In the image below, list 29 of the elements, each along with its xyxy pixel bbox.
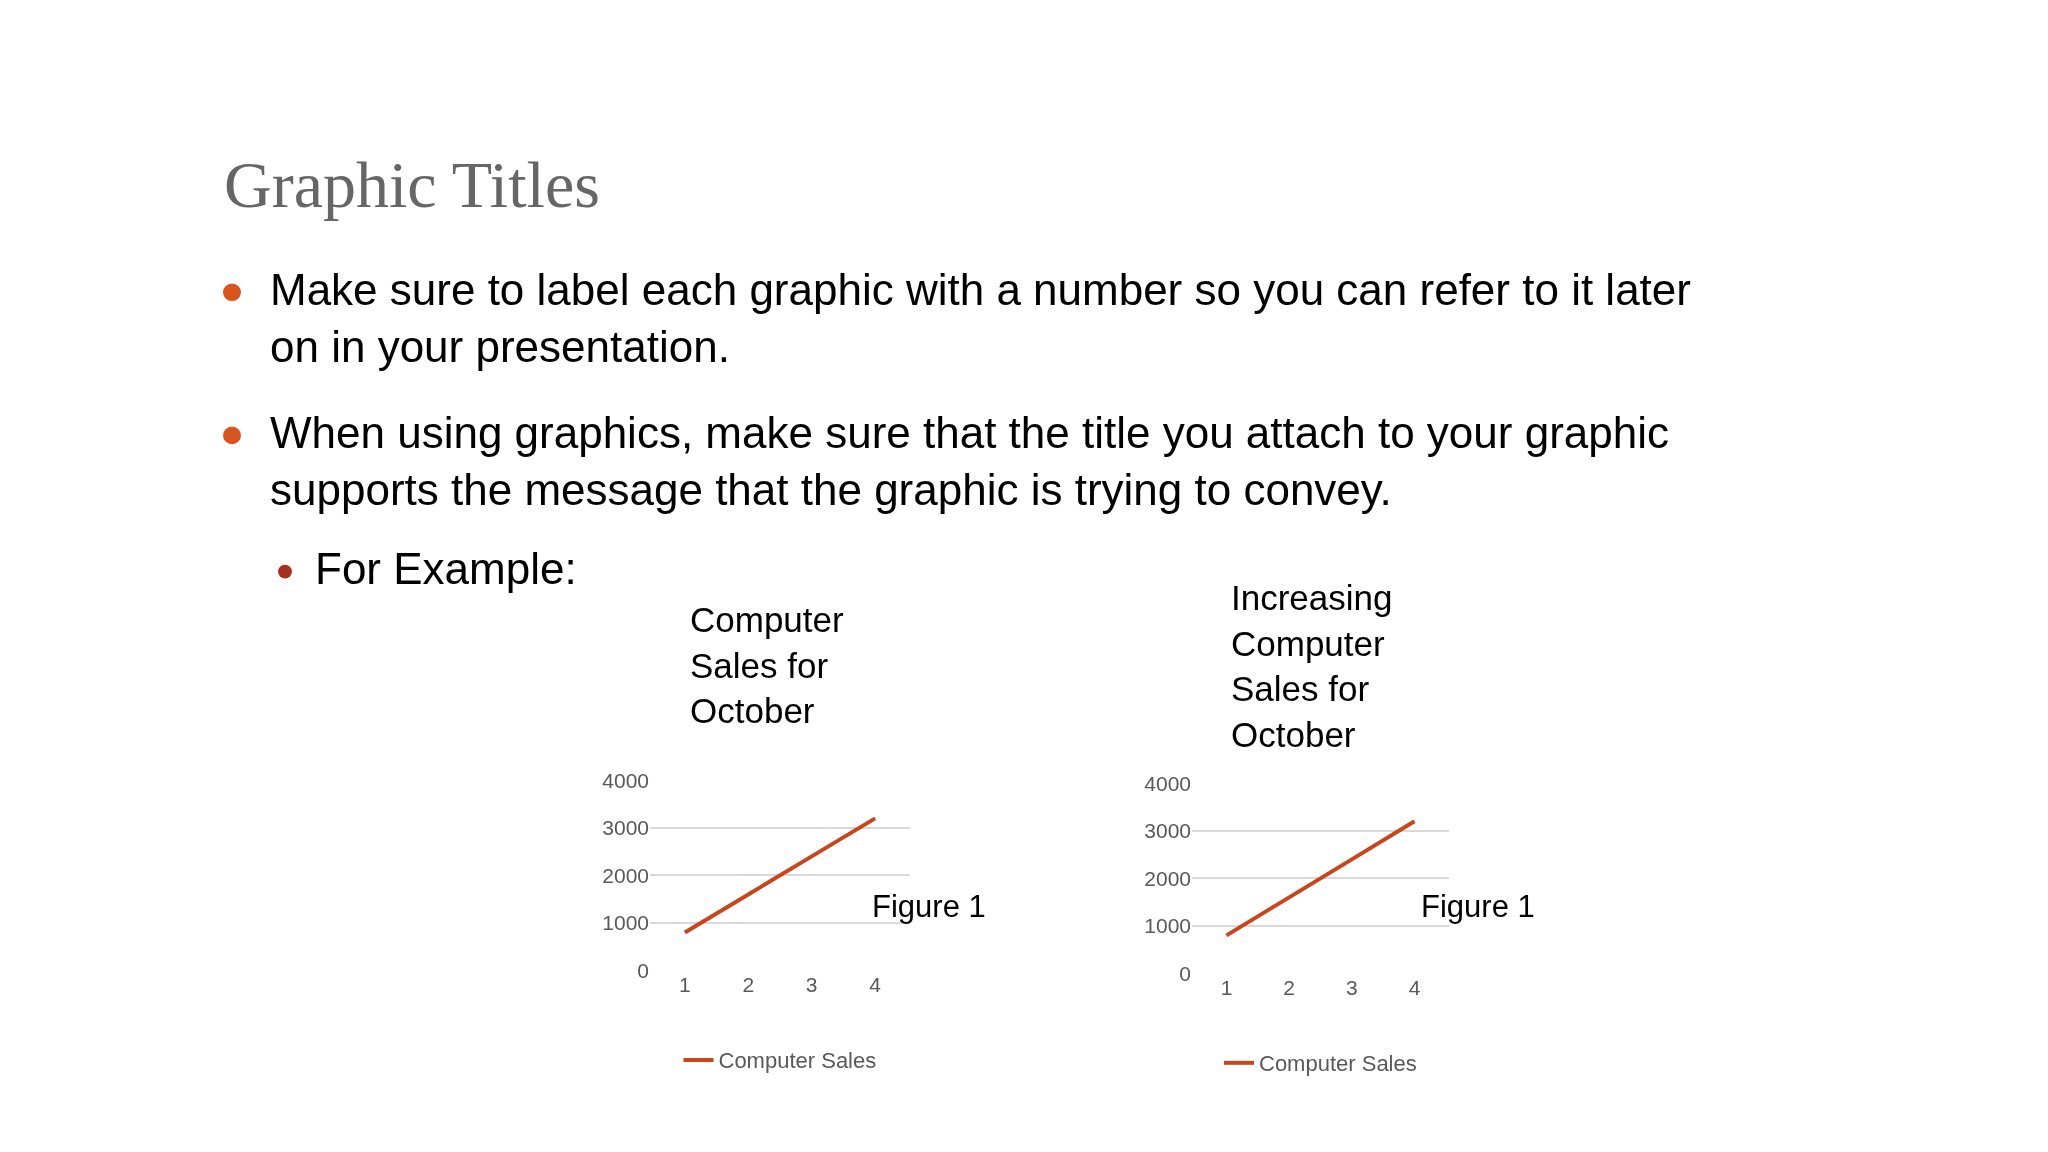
x-tick-label: 2: [742, 973, 755, 997]
y-tick-label: 2000: [1144, 866, 1191, 890]
text: For Example:: [315, 544, 577, 593]
x-tick-label: 2: [1283, 976, 1295, 1000]
x-tick-label: 4: [869, 973, 882, 997]
legend-label: Computer Sales: [1259, 1051, 1417, 1077]
x-tick-label: 3: [1346, 976, 1358, 1000]
y-tick-label: 1000: [602, 911, 649, 935]
y-tick-label: 2000: [602, 863, 649, 887]
chart-title: Computer Sales for October: [690, 600, 845, 730]
y-tick-label: 3000: [1144, 819, 1191, 843]
text: When using graphics, make sure that the title you attach to your graphic supports the message that the graphic is trying to convey.: [270, 408, 1669, 515]
y-tick-label: 1000: [1144, 914, 1191, 938]
y-tick-label: 4000: [1144, 771, 1191, 795]
text: Make sure to label each graphic with a number so you can refer to it later on in your presentation.: [270, 265, 1691, 372]
annotation: Figure 1: [872, 889, 986, 924]
annotation: Figure 1: [1421, 889, 1535, 924]
y-tick-label: 0: [1179, 961, 1191, 985]
y-tick-label: 0: [637, 958, 649, 982]
x-tick-label: 1: [679, 973, 691, 997]
text: Graphic Titles: [224, 148, 600, 221]
y-tick-label: 3000: [602, 816, 649, 840]
x-tick-label: 4: [1408, 976, 1421, 1000]
legend-label: Computer Sales: [718, 1048, 877, 1074]
x-tick-label: 3: [805, 973, 818, 997]
line-series: [1224, 819, 1417, 938]
y-tick-label: 4000: [602, 768, 649, 792]
x-tick-label: 1: [1220, 976, 1233, 1000]
chart-title: Increasing Computer Sales for October: [1231, 578, 1393, 754]
